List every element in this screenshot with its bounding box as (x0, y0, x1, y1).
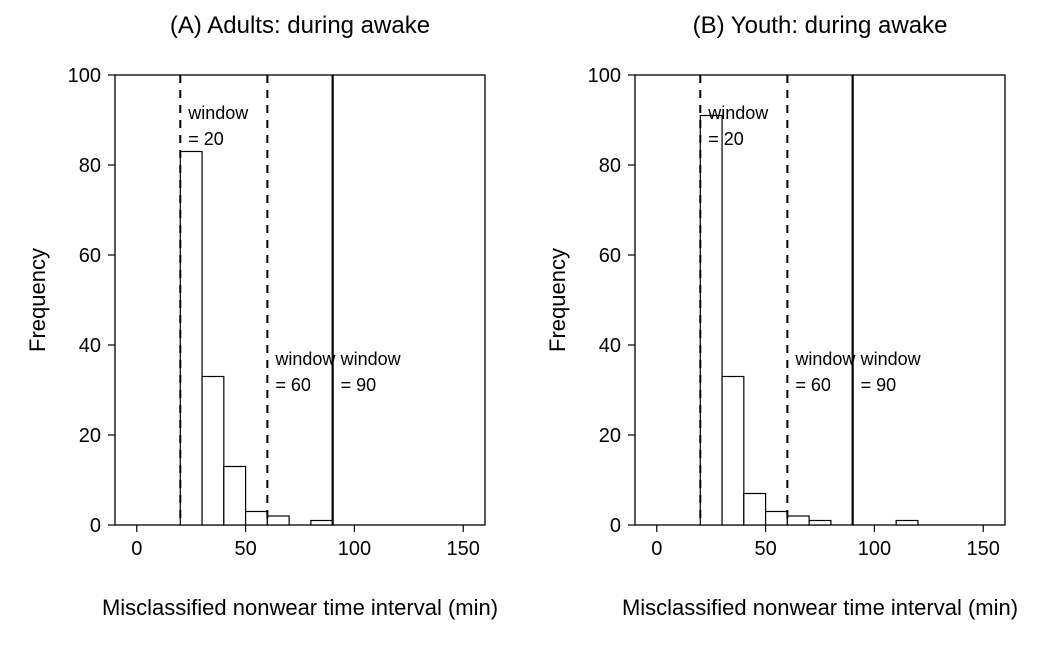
y-tick-label: 100 (588, 65, 621, 87)
x-tick-label: 50 (234, 538, 256, 560)
bar (787, 516, 809, 525)
x-tick-label: 0 (651, 538, 662, 560)
figure-svg: (A) Adults: during awake window = 20 window… (0, 0, 1050, 662)
x-tick-label: 50 (754, 538, 776, 560)
ref-label: window (187, 103, 249, 123)
x-axis-label: Misclassified nonwear time interval (min… (102, 595, 498, 620)
panel-title: (B) Youth: during awake (693, 12, 948, 39)
y-tick-label: 20 (79, 425, 101, 447)
bar (202, 377, 224, 526)
bar (700, 116, 722, 526)
ref-label: = 60 (795, 375, 831, 395)
y-tick-label: 0 (610, 515, 621, 537)
x-tick-label: 100 (858, 538, 891, 560)
x-axis-label: Misclassified nonwear time interval (min… (622, 595, 1018, 620)
y-tick-label: 40 (79, 335, 101, 357)
x-tick-label: 150 (967, 538, 1000, 560)
bar (896, 521, 918, 526)
x-tick-label: 100 (338, 538, 371, 560)
bar (744, 494, 766, 526)
y-tick-label: 40 (599, 335, 621, 357)
y-tick-label: 0 (90, 515, 101, 537)
ref-label: window (707, 103, 769, 123)
y-tick-label: 100 (68, 65, 101, 87)
y-axis-label: Frequency (545, 248, 570, 352)
bar (180, 152, 202, 526)
y-tick-label: 60 (599, 245, 621, 267)
bar (267, 516, 289, 525)
ref-label: window (860, 349, 922, 369)
bar (224, 467, 246, 526)
x-tick-label: 0 (131, 538, 142, 560)
ref-label: window (274, 349, 336, 369)
ref-label: = 90 (341, 375, 377, 395)
panel-title: (A) Adults: during awake (170, 12, 430, 39)
y-tick-label: 80 (599, 155, 621, 177)
ref-label: = 60 (275, 375, 311, 395)
ref-label: = 90 (861, 375, 897, 395)
ref-label: window (340, 349, 402, 369)
ref-label: window (794, 349, 856, 369)
y-tick-label: 20 (599, 425, 621, 447)
bar (311, 521, 333, 526)
bar (246, 512, 268, 526)
y-tick-label: 60 (79, 245, 101, 267)
ref-label: = 20 (188, 129, 224, 149)
y-axis-label: Frequency (25, 248, 50, 352)
bar (722, 377, 744, 526)
figure-root: (A) Adults: during awake window = 20 window… (0, 0, 1050, 662)
y-tick-label: 80 (79, 155, 101, 177)
bar (766, 512, 788, 526)
bar (809, 521, 831, 526)
ref-label: = 20 (708, 129, 744, 149)
x-tick-label: 150 (447, 538, 480, 560)
